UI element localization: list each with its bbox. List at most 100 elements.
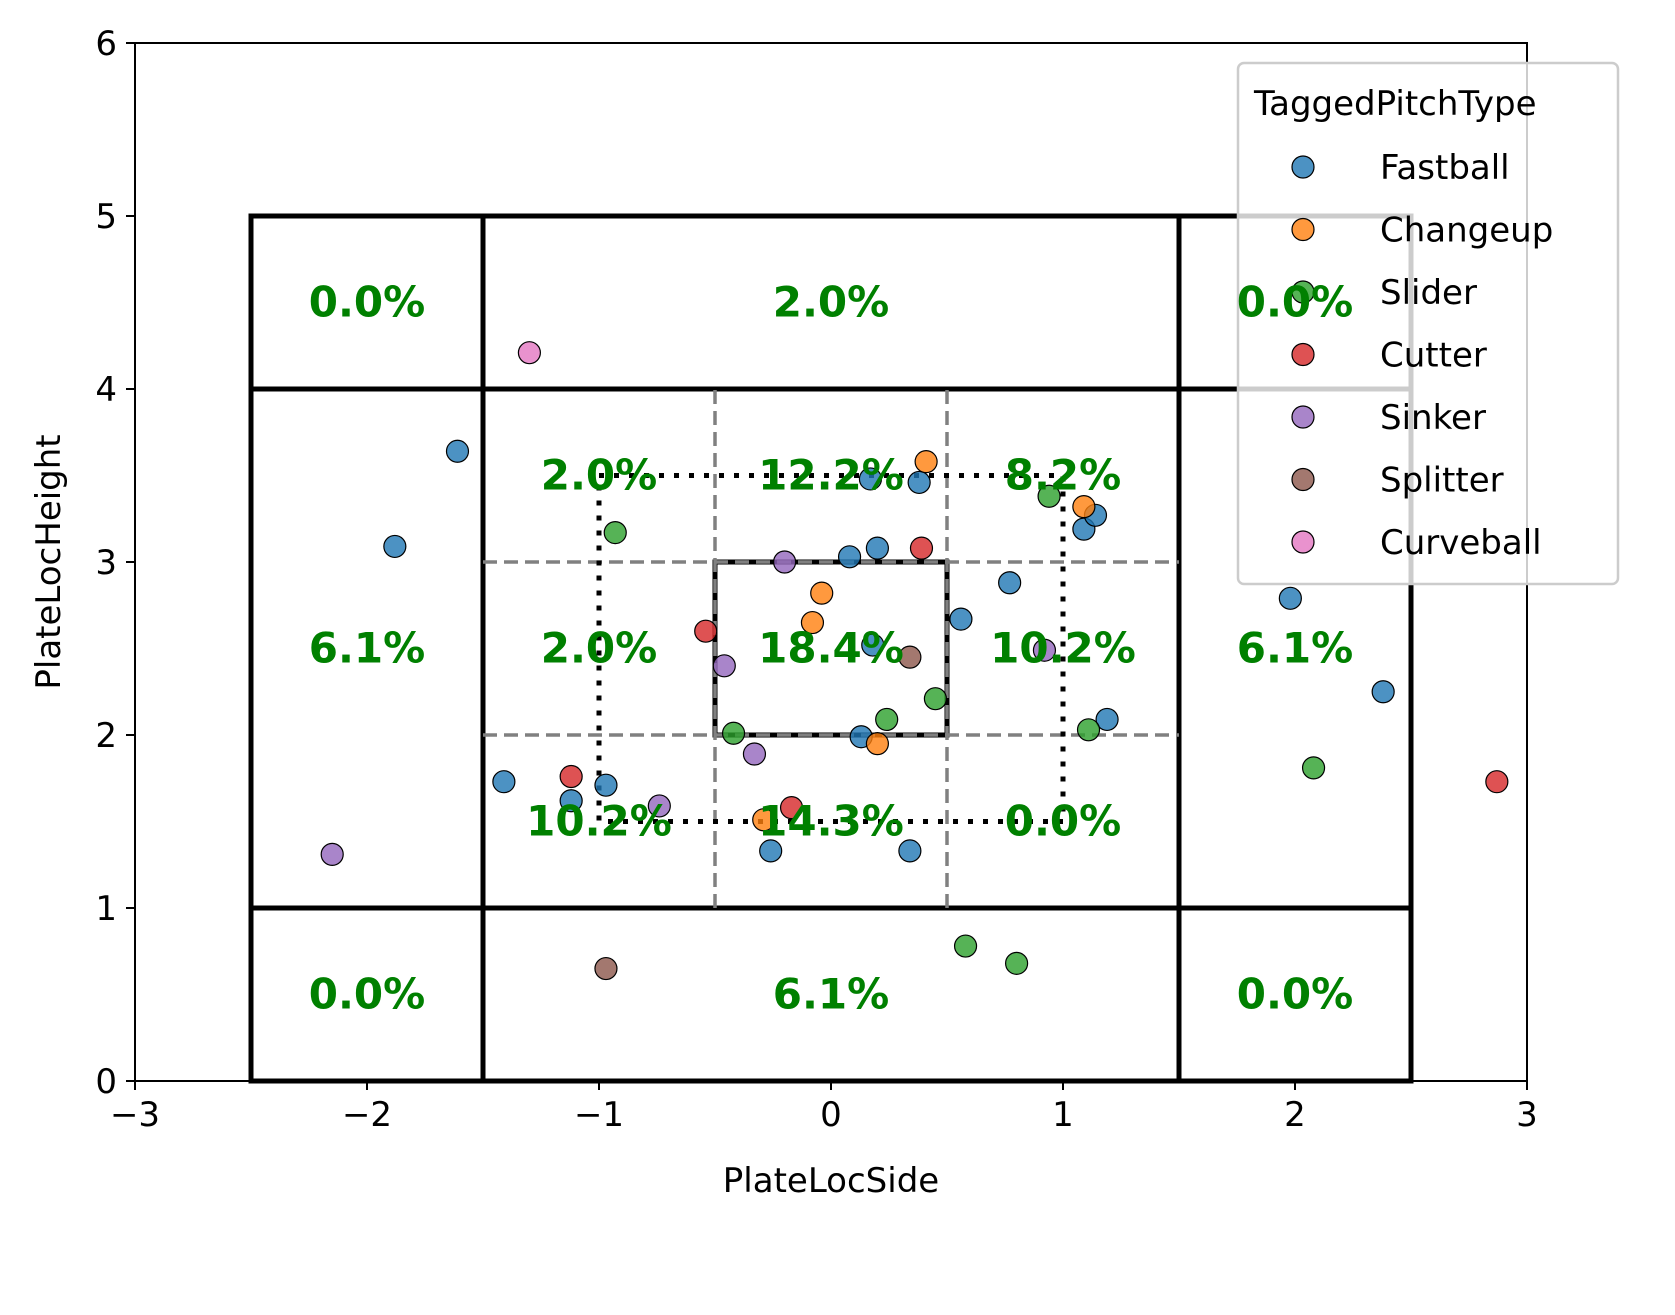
pitch-point-fastball	[1095, 707, 1119, 732]
legend-items: Fastball Changeup Slider Cutter Sinker Splitt…	[1291, 148, 1553, 563]
pitch-point-splitter	[594, 956, 618, 981]
pitch-point-fastball	[898, 839, 922, 863]
zone-percentage-label: 0.0%	[1237, 970, 1353, 1019]
legend-label-splitter: Splitter	[1380, 461, 1504, 501]
y-tick-label: 1	[95, 889, 117, 929]
y-tick-label: 0	[95, 1062, 117, 1102]
pitch-point-slider	[1076, 718, 1101, 742]
pitch-point-fastball	[1371, 680, 1395, 704]
legend-label-slider: Slider	[1380, 273, 1477, 313]
pitch-point-cutter	[559, 764, 583, 789]
pitch-point-fastball	[858, 467, 883, 491]
legend-title: TaggedPitchType	[1253, 84, 1537, 124]
pitch-point-slider	[875, 707, 899, 732]
pitch-point-slider	[721, 721, 746, 745]
legend-marker-sinker	[1291, 405, 1315, 429]
pitch-point-changeup	[1072, 495, 1096, 519]
zone-percentage-label: 0.0%	[1237, 278, 1353, 327]
y-tick-label: 6	[95, 24, 117, 64]
pitch-point-sinker	[712, 654, 736, 678]
zone-percentage-label: 6.1%	[773, 970, 889, 1019]
pitch-point-changeup	[752, 808, 776, 832]
x-tick-label: 0	[820, 1095, 842, 1135]
legend-marker-fastball	[1291, 155, 1315, 179]
pitch-point-sinker	[742, 742, 767, 766]
zone-percentage-label: 2.0%	[541, 451, 657, 500]
zone-percentage-label: 6.1%	[309, 624, 425, 673]
pitch-point-fastball	[759, 839, 783, 863]
pitch-point-cutter	[694, 619, 718, 643]
pitch-point-fastball	[907, 470, 931, 495]
pitch-point-slider	[1037, 484, 1061, 508]
pitch-point-slider	[1301, 756, 1326, 780]
pitch-point-changeup	[865, 732, 890, 756]
zone-percentage-label: 14.3%	[758, 797, 904, 846]
legend-label-changeup: Changeup	[1380, 211, 1553, 251]
pitch-point-cutter	[909, 536, 934, 560]
pitch-point-slider	[953, 934, 978, 958]
pitch-point-slider	[923, 687, 948, 711]
zone-percentage-label: 0.0%	[309, 970, 425, 1019]
pitch-point-changeup	[800, 610, 825, 635]
legend: TaggedPitchType Fastball Changeup Slider Cu…	[1236, 61, 1620, 586]
legend-marker-splitter	[1291, 467, 1315, 492]
pitch-point-fastball	[1278, 586, 1302, 610]
pitch-point-cutter	[779, 796, 804, 820]
pitch-point-curveball	[517, 341, 542, 365]
pitch-point-slider	[603, 520, 627, 545]
zone-percentage-label: 2.0%	[541, 624, 657, 673]
legend-marker-changeup	[1291, 217, 1315, 242]
x-tick-label: 2	[1284, 1095, 1306, 1135]
legend-label-sinker: Sinker	[1380, 398, 1486, 438]
pitch-point-fastball	[949, 607, 973, 631]
legend-marker-slider	[1291, 280, 1315, 304]
pitch-point-slider	[1004, 951, 1029, 975]
x-tick-label: −2	[342, 1095, 392, 1135]
zone-percentage-label: 18.4%	[758, 624, 904, 673]
zone-percentage-label: 10.2%	[526, 797, 672, 846]
x-axis-label: PlateLocSide	[723, 1161, 939, 1201]
pitch-point-splitter	[898, 645, 922, 669]
x-tick-label: 3	[1516, 1095, 1538, 1135]
legend-marker-cutter	[1291, 342, 1315, 367]
legend-label-fastball: Fastball	[1380, 148, 1510, 188]
pitch-point-fastball	[861, 633, 885, 657]
pitch-point-changeup	[914, 450, 938, 474]
zone-percentage-label: 10.2%	[990, 624, 1136, 673]
zone-percentage-label: 12.2%	[758, 451, 904, 500]
pitch-point-fastball	[998, 571, 1022, 595]
pitch-point-fastball	[383, 534, 407, 559]
legend-marker-curveball	[1291, 530, 1315, 554]
zone-percentage-label: 2.0%	[773, 278, 889, 327]
legend-box	[1236, 61, 1620, 586]
y-axis-ticks: 0 1 2 3 4 5 6	[95, 24, 135, 1102]
pitch-points	[320, 341, 1509, 981]
y-tick-label: 2	[95, 716, 117, 756]
pitch-point-fastball	[594, 773, 618, 797]
zone-percentage-label: 0.0%	[1005, 797, 1121, 846]
legend-label-curveball: Curveball	[1380, 523, 1542, 563]
pitch-point-fastball	[865, 536, 890, 560]
pitch-point-fastball	[559, 789, 583, 813]
y-tick-label: 5	[95, 197, 117, 237]
zone-percentage-label: 8.2%	[1005, 451, 1121, 500]
pitch-point-fastball	[492, 770, 516, 794]
x-tick-label: −1	[574, 1095, 624, 1135]
zone-percentage-label: 0.0%	[309, 278, 425, 327]
pitch-point-changeup	[810, 581, 834, 605]
pitch-point-sinker	[647, 794, 671, 818]
x-axis-ticks: −3 −2 −1 0 1 2 3	[110, 1081, 1538, 1135]
y-axis-label: PlateLocHeight	[29, 434, 69, 689]
x-tick-label: −3	[110, 1095, 160, 1135]
pitch-point-fastball	[837, 545, 862, 569]
pitch-point-fastball	[445, 439, 470, 463]
y-tick-label: 4	[95, 370, 117, 410]
x-tick-label: 1	[1052, 1095, 1074, 1135]
pitch-point-sinker	[772, 550, 797, 574]
zone-percentage-label: 6.1%	[1237, 624, 1353, 673]
y-tick-label: 3	[95, 543, 117, 583]
pitch-point-sinker	[1032, 638, 1057, 662]
pitch-point-sinker	[320, 842, 344, 866]
pitch-point-cutter	[1485, 770, 1509, 794]
